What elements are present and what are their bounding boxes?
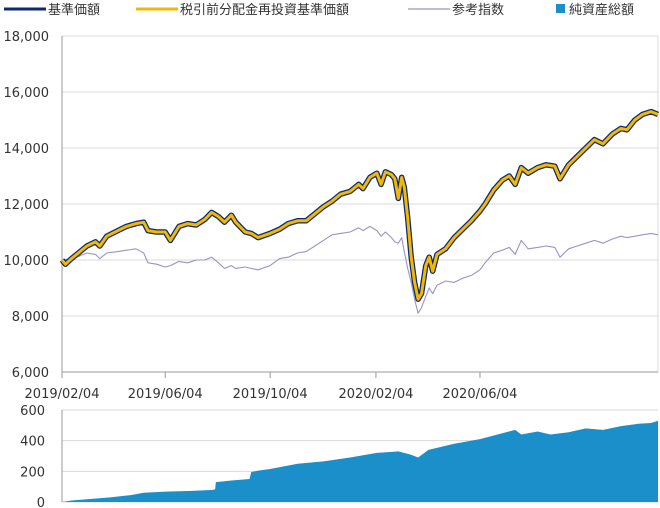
- y-tick-label: 8,000: [12, 310, 49, 325]
- x-tick-label: 2020/02/04: [338, 387, 413, 402]
- legend-label-2: 参考指数: [452, 2, 504, 18]
- net-assets-area: [62, 420, 658, 502]
- y-tick-label: 6,000: [12, 366, 49, 381]
- reinvested-nav-line: [60, 110, 659, 301]
- sub-y-tick-label: 200: [20, 465, 45, 480]
- y-tick-label: 18,000: [4, 30, 50, 45]
- legend: 基準価額 税引前分配金再投資基準価額 参考指数 純資産総額: [4, 2, 634, 18]
- x-tick-label: 2019/02/04: [25, 387, 100, 402]
- main-chart-plot-area: [59, 108, 660, 314]
- legend-label-0: 基準価額: [48, 2, 100, 18]
- x-tick-label: 2019/06/04: [128, 387, 203, 402]
- sub-y-tick-label: 400: [20, 435, 45, 450]
- y-tick-label: 10,000: [4, 254, 50, 269]
- reference-index-line: [61, 225, 659, 314]
- y-tick-label: 16,000: [4, 86, 50, 101]
- legend-swatch-3: [556, 4, 565, 13]
- y-tick-label: 12,000: [4, 198, 50, 213]
- main-chart-x-axis: 2019/02/04 2019/06/04 2019/10/04 2020/02/04…: [25, 372, 518, 402]
- main-chart-y-axis: 6,000 8,000 10,000 12,000 14,000 16,000 18,000: [4, 30, 659, 381]
- legend-label-3: 純資産総額: [569, 2, 634, 18]
- sub-y-tick-label: 600: [20, 404, 45, 419]
- x-tick-label: 2019/10/04: [233, 387, 308, 402]
- sub-chart-y-axis: 0 200 400 600: [20, 404, 63, 508]
- sub-y-tick-label: 0: [37, 496, 45, 508]
- x-tick-label: 2020/06/04: [443, 387, 518, 402]
- sub-chart-plot-area: [62, 420, 658, 502]
- legend-label-1: 税引前分配金再投資基準価額: [180, 2, 349, 18]
- y-tick-label: 14,000: [4, 142, 50, 157]
- main-chart-grid: [62, 35, 658, 373]
- nav-line: [59, 108, 660, 302]
